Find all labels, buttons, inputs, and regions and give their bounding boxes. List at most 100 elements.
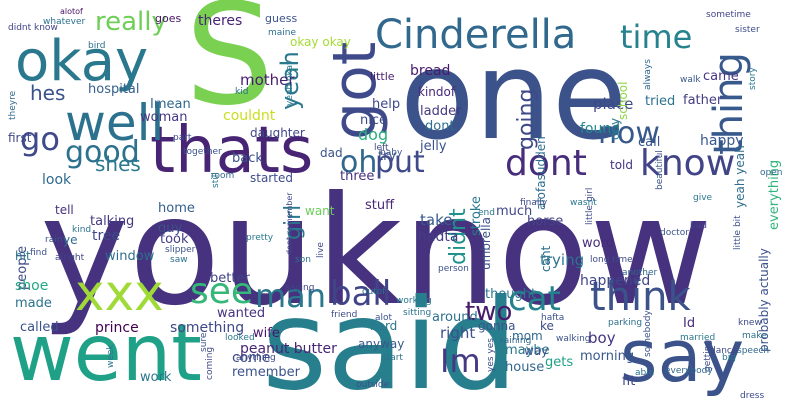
- word-look: look: [42, 172, 72, 188]
- word-slipper: slipper: [165, 245, 196, 255]
- word-sometime: sometime: [706, 10, 751, 20]
- word-school: school: [616, 82, 630, 120]
- word-went: went: [10, 309, 202, 399]
- word-ladder: ladder: [420, 104, 462, 119]
- word-first: first: [8, 131, 32, 145]
- word-didnt: didnt: [446, 208, 471, 265]
- word-coming: coming: [205, 347, 215, 380]
- word-friend: friend: [331, 310, 357, 320]
- word-doctor: doctor: [660, 228, 689, 238]
- word-theres: theres: [198, 13, 242, 29]
- word-stroke: stroke: [469, 196, 484, 236]
- word-found: found: [580, 121, 620, 137]
- word-really: really: [95, 7, 167, 37]
- word-window: window: [105, 249, 155, 264]
- word-hard: hard: [370, 319, 397, 333]
- word-stuff: stuff: [365, 198, 395, 213]
- word-happy: happy: [700, 133, 744, 149]
- word-way: way: [524, 344, 548, 358]
- word-working: working: [396, 296, 432, 306]
- word-okay-okay: okay okay: [290, 35, 351, 49]
- word-cinderella: Cinderella: [375, 12, 576, 58]
- word-boy: boy: [588, 329, 616, 347]
- word-better: better: [210, 271, 250, 286]
- word-woman: woman: [140, 110, 187, 125]
- word-knew: knew: [738, 318, 762, 328]
- word-hes: hes: [30, 81, 65, 105]
- word-yeah: yeah: [276, 51, 304, 110]
- word-long-time: long time: [590, 255, 633, 265]
- word-mom: mom: [512, 329, 543, 343]
- word-said: said: [262, 273, 518, 405]
- word-took: took: [160, 232, 189, 247]
- word-still: still: [211, 172, 221, 188]
- word-guy: guy: [158, 221, 182, 236]
- word-s: S: [185, 0, 274, 137]
- word-cant: cant: [539, 245, 553, 272]
- word-man: man: [255, 277, 326, 315]
- word-trying: trying: [540, 251, 584, 269]
- word-tried: tried: [645, 94, 675, 109]
- word-always: always: [643, 59, 653, 90]
- word-looked: looked: [225, 333, 255, 343]
- word-tell: tell: [55, 203, 74, 217]
- word-alright: alright: [55, 253, 85, 263]
- word-little-bit: little bit: [733, 215, 743, 250]
- word-sure: sure: [199, 332, 209, 352]
- word-beautiful: beautiful: [655, 150, 665, 190]
- word-im: Im: [440, 342, 481, 380]
- word-three: three: [340, 169, 374, 184]
- word-see: see: [190, 271, 253, 312]
- word-youknow: youknow: [40, 165, 712, 339]
- word-start: start: [382, 353, 403, 363]
- word-back: back: [232, 151, 263, 166]
- word-jelly: jelly: [419, 139, 447, 154]
- word-theyre: theyre: [8, 90, 18, 120]
- word-find: find: [30, 248, 47, 258]
- word-called: called: [20, 320, 59, 335]
- word-guess: guess: [265, 12, 297, 25]
- word-walking: walking: [556, 334, 591, 344]
- word-okay: okay: [15, 29, 148, 94]
- word-wasnt: wasnt: [570, 198, 597, 208]
- word-now: now: [598, 116, 660, 151]
- word-around: around: [432, 310, 478, 325]
- word-much: much: [496, 204, 532, 219]
- word-alot: alot: [375, 313, 393, 323]
- word-dont: dont: [505, 143, 587, 184]
- word-going: going: [514, 89, 539, 150]
- word-whatever: whatever: [43, 17, 86, 27]
- word-alotof: alotof: [60, 7, 83, 16]
- word-kind: kind: [72, 225, 91, 235]
- word-id: Id: [683, 316, 695, 331]
- word-speech: speech: [737, 346, 769, 356]
- word-prince: prince: [95, 320, 139, 336]
- word-mother: mother: [240, 71, 295, 89]
- word-anything: anything: [236, 353, 276, 363]
- word-didnt-know: didnt know: [8, 23, 58, 33]
- word-think: think: [590, 274, 692, 320]
- word-came: came: [703, 69, 739, 84]
- word-ball: ball: [330, 274, 391, 314]
- word-anyway: anyway: [358, 337, 404, 351]
- word-right: right: [440, 324, 475, 342]
- word-little: little: [370, 70, 395, 83]
- word-xxx: xxx: [75, 264, 164, 322]
- word-bird: bird: [88, 41, 105, 51]
- word-everybody: everybody: [665, 366, 713, 376]
- word-gonna: gonna: [478, 319, 516, 333]
- word-peanut-butter: peanut butter: [240, 341, 337, 357]
- word-part: part: [173, 133, 192, 143]
- word-bread: bread: [410, 63, 450, 79]
- word-know: know: [640, 143, 735, 184]
- word-help: help: [372, 97, 400, 112]
- word-talking: talking: [90, 214, 134, 229]
- word-good: good: [65, 135, 140, 170]
- word-pretty: pretty: [246, 233, 274, 243]
- word-wanted: wanted: [217, 306, 265, 321]
- word-parking: parking: [608, 318, 642, 328]
- word-married: married: [680, 333, 715, 343]
- word-place: place: [593, 95, 633, 113]
- word-dont: dont: [425, 119, 455, 134]
